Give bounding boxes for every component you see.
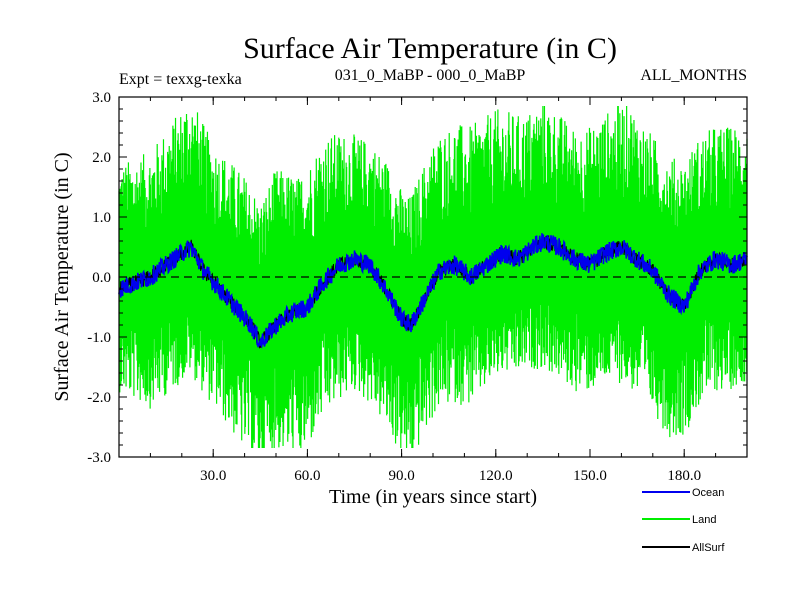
series-ocean-line xyxy=(118,233,748,349)
legend: Ocean Land AllSurf xyxy=(642,487,725,554)
x-tick-label: 150.0 xyxy=(573,468,607,484)
axes-layer: -3.0 -2.0 -1.0 0.0 1.0 2.0 3.0 30.0 60.0 90.0 120.… xyxy=(87,90,747,484)
x-tick-label: 30.0 xyxy=(200,468,226,484)
y-tick-label: 3.0 xyxy=(92,90,111,106)
y-tick-label: -1.0 xyxy=(87,330,111,346)
months-label: ALL_MONTHS xyxy=(640,67,747,84)
x-tick-label: 60.0 xyxy=(294,468,320,484)
data-layer xyxy=(118,105,748,449)
chart-title: Surface Air Temperature (in C) xyxy=(243,32,617,65)
period-label: 031_0_MaBP - 000_0_MaBP xyxy=(335,67,526,84)
y-tick-label: -3.0 xyxy=(87,450,111,466)
y-tick-label: 1.0 xyxy=(92,210,111,226)
y-tick-label: 0.0 xyxy=(92,270,111,286)
x-axis-label: Time (in years since start) xyxy=(329,486,537,508)
legend-label-allsurf: AllSurf xyxy=(692,542,725,554)
x-tick-label: 90.0 xyxy=(388,468,414,484)
y-tick-label: -2.0 xyxy=(87,390,111,406)
x-tick-label: 120.0 xyxy=(479,468,513,484)
series-land-line xyxy=(118,105,748,449)
experiment-label: Expt = texxg-texka xyxy=(119,71,242,88)
legend-label-land: Land xyxy=(692,514,716,526)
y-tick-label: 2.0 xyxy=(92,150,111,166)
y-axis-label: Surface Air Temperature (in C) xyxy=(51,152,73,401)
legend-label-ocean: Ocean xyxy=(692,487,724,499)
x-tick-label: 180.0 xyxy=(667,468,701,484)
